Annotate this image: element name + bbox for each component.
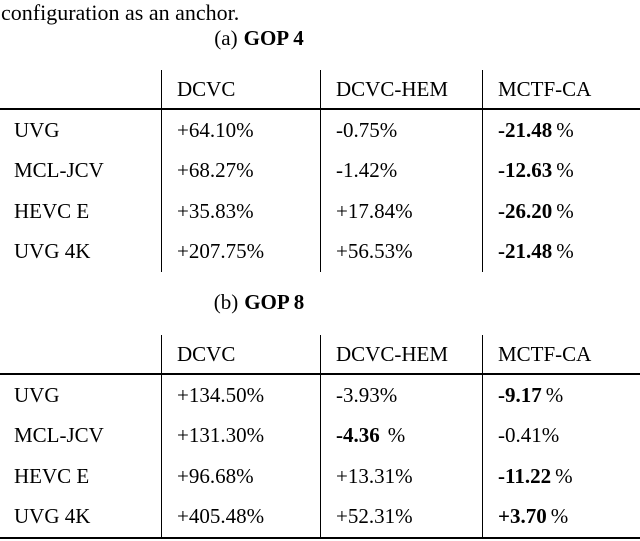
bdrate-cell: -9.17%	[482, 375, 640, 416]
percent-sign: %	[556, 158, 574, 183]
row-label-hevc-e: HEVC E	[14, 463, 90, 488]
col-header-dcvc-hem: DCVC-HEM	[320, 70, 482, 110]
percent-sign: %	[246, 239, 265, 264]
bdrate-cell: +17.84%	[320, 191, 482, 232]
bdrate-value: +134.50	[177, 382, 247, 407]
caption-prefix: (b)	[213, 290, 239, 314]
caption-prefix: (a)	[214, 26, 238, 50]
percent-sign: %	[246, 382, 265, 407]
percent-sign: %	[556, 198, 574, 223]
bdrate-value: +35.83	[177, 198, 237, 223]
bdrate-value: +56.53	[336, 239, 396, 264]
bdrate-value: +207.75	[177, 239, 247, 264]
percent-sign: %	[246, 423, 265, 448]
row-label-mcl-jcv: MCL-JCV	[14, 158, 104, 183]
row-label-uvg: UVG	[14, 382, 60, 407]
bdrate-cell: +35.83%	[161, 191, 320, 232]
col-header-mctf-ca: MCTF-CA	[482, 335, 640, 375]
bdrate-cell: +3.70%	[482, 496, 640, 537]
bdrate-value: +405.48	[177, 504, 247, 529]
col-header-dcvc: DCVC	[161, 335, 320, 375]
bdrate-cell: -21.48%	[482, 110, 640, 151]
bdrate-value: +3.70	[498, 504, 547, 529]
bdrate-value: -3.93	[336, 382, 380, 407]
bdrate-cell: -26.20%	[482, 191, 640, 232]
percent-sign: %	[555, 463, 573, 488]
percent-sign: %	[246, 504, 265, 529]
header-empty-cell	[0, 70, 161, 110]
header-empty-cell	[0, 335, 161, 375]
bdrate-cell: -12.63%	[482, 150, 640, 191]
bdrate-cell: +56.53%	[320, 231, 482, 272]
bdrate-cell: +64.10%	[161, 110, 320, 151]
row-label-hevc-e: HEVC E	[14, 198, 90, 223]
bdrate-cell: -11.22%	[482, 456, 640, 497]
bdrate-value: +96.68	[177, 463, 237, 488]
bdrate-value: -0.41	[498, 423, 542, 448]
gop4-table: DCVC DCVC-HEM MCTF-CA UVG +64.10% -0.75%…	[0, 70, 640, 272]
col-header-mctf-ca: MCTF-CA	[482, 70, 640, 110]
bdrate-value: -0.75	[336, 117, 380, 142]
subtable-b-caption: (b) GOP 8	[0, 290, 518, 314]
percent-sign: %	[395, 463, 413, 488]
bdrate-value: -12.63	[498, 158, 553, 183]
bdrate-cell: -3.93%	[320, 375, 482, 416]
percent-sign: %	[395, 198, 413, 223]
percent-sign: %	[541, 423, 560, 448]
bdrate-value: -21.48	[498, 117, 553, 142]
percent-sign: %	[556, 117, 574, 142]
caption-title: GOP 4	[243, 26, 304, 50]
bdrate-value: +17.84	[336, 198, 396, 223]
bdrate-value: -11.22	[498, 463, 552, 488]
percent-sign: %	[236, 158, 254, 183]
row-label-uvg-4k: UVG 4K	[14, 239, 91, 264]
percent-sign: %	[395, 239, 413, 264]
row-label-uvg: UVG	[14, 117, 60, 142]
bdrate-cell: +207.75%	[161, 231, 320, 272]
bdrate-value: -4.36	[336, 423, 380, 448]
bdrate-cell: -0.75%	[320, 110, 482, 151]
percent-sign: %	[236, 463, 254, 488]
bdrate-value: +68.27	[177, 158, 237, 183]
col-header-dcvc: DCVC	[161, 70, 320, 110]
col-header-dcvc-hem: DCVC-HEM	[320, 335, 482, 375]
gop8-table: DCVC DCVC-HEM MCTF-CA UVG +134.50% -3.93…	[0, 335, 640, 539]
bdrate-cell: +68.27%	[161, 150, 320, 191]
bdrate-cell: -0.41%	[482, 415, 640, 456]
bdrate-value: -1.42	[336, 158, 380, 183]
bdrate-cell: +52.31%	[320, 496, 482, 537]
percent-sign: %	[545, 382, 564, 407]
bdrate-cell: -21.48%	[482, 231, 640, 272]
body-text-fragment: configuration as an anchor.	[1, 0, 240, 25]
percent-sign: %	[395, 504, 413, 529]
bdrate-value: +64.10	[177, 117, 237, 142]
bdrate-cell: +131.30%	[161, 415, 320, 456]
percent-sign: %	[236, 117, 254, 142]
row-label-uvg-4k: UVG 4K	[14, 504, 91, 529]
percent-sign: %	[379, 117, 398, 142]
percent-sign: %	[556, 239, 574, 264]
bdrate-value: +52.31	[336, 504, 396, 529]
bdrate-cell: -1.42%	[320, 150, 482, 191]
bdrate-value: -9.17	[498, 382, 542, 407]
percent-sign: %	[236, 198, 254, 223]
bdrate-value: -26.20	[498, 198, 553, 223]
row-label-mcl-jcv: MCL-JCV	[14, 423, 104, 448]
percent-sign: %	[379, 158, 398, 183]
percent-sign: %	[550, 504, 569, 529]
bdrate-value: -21.48	[498, 239, 553, 264]
bdrate-cell: +134.50%	[161, 375, 320, 416]
bdrate-cell: -4.36%	[320, 415, 482, 456]
bdrate-cell: +13.31%	[320, 456, 482, 497]
bdrate-value: +131.30	[177, 423, 247, 448]
bdrate-cell: +96.68%	[161, 456, 320, 497]
caption-title: GOP 8	[244, 290, 305, 314]
percent-sign: %	[387, 423, 406, 448]
subtable-a-caption: (a) GOP 4	[0, 26, 518, 50]
bdrate-cell: +405.48%	[161, 496, 320, 537]
percent-sign: %	[379, 382, 398, 407]
bdrate-value: +13.31	[336, 463, 396, 488]
